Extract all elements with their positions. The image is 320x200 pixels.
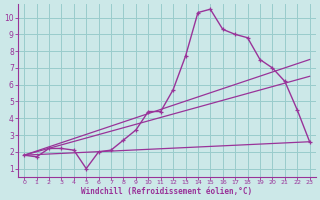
- X-axis label: Windchill (Refroidissement éolien,°C): Windchill (Refroidissement éolien,°C): [81, 187, 252, 196]
